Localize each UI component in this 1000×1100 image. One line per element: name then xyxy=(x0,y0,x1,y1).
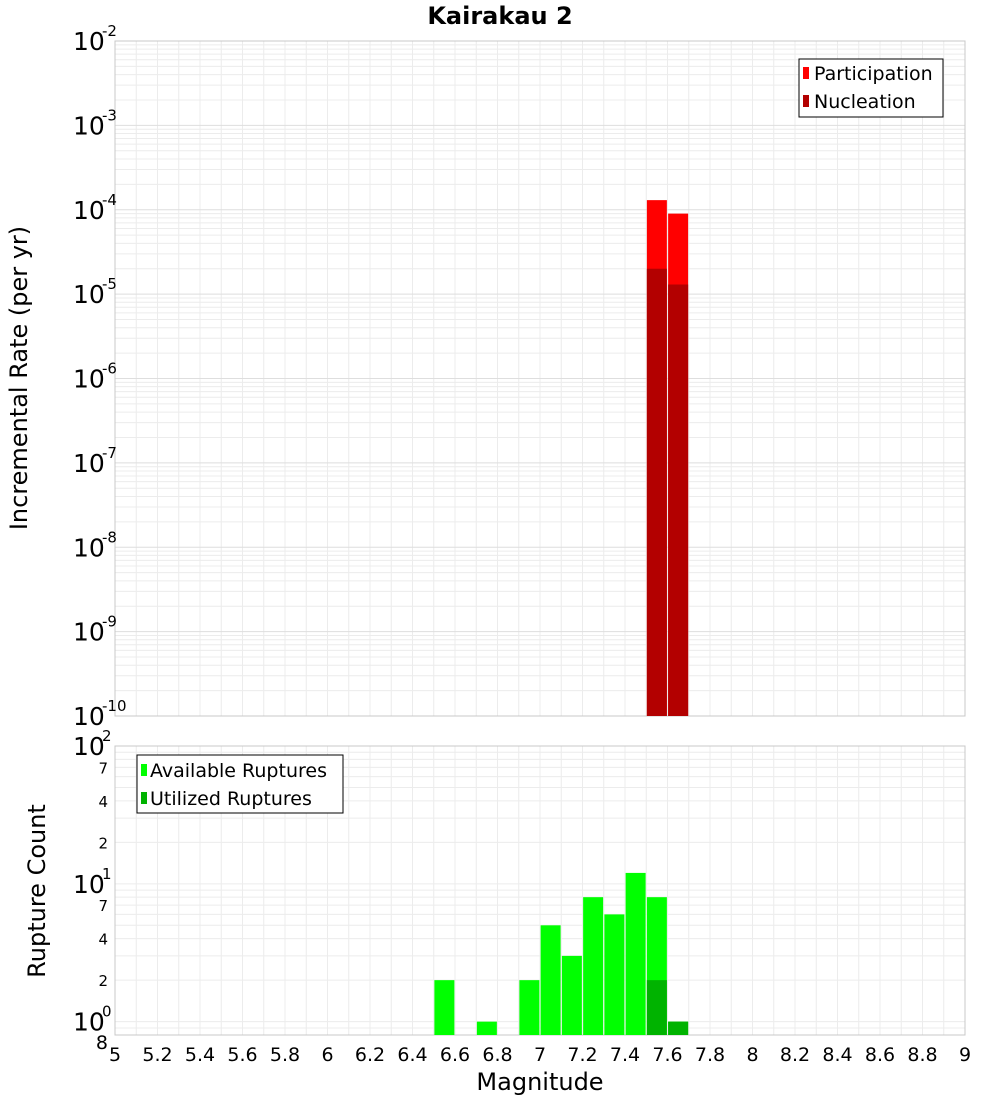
x-tick-12: 7.4 xyxy=(610,1044,640,1066)
bar-available-4 xyxy=(561,955,582,1035)
x-tick-1: 5.2 xyxy=(142,1044,172,1066)
bottom-y-minor-tick-1: 2 xyxy=(98,972,108,990)
bar-available-5 xyxy=(583,897,604,1035)
legend-swatch-nucleation xyxy=(803,95,809,107)
bottom-legend: Available Ruptures Utilized Ruptures xyxy=(136,754,344,814)
bottom-y-major-tick-0: 100 xyxy=(73,1003,112,1037)
top-panel-bars xyxy=(646,200,689,717)
svg-text:10: 10 xyxy=(73,1008,105,1037)
legend-swatch-utilized xyxy=(141,792,147,804)
x-tick-5: 6 xyxy=(321,1044,333,1066)
legend-label-nucleation: Nucleation xyxy=(814,91,916,113)
bottom-y-minor-tick-0: 8 xyxy=(96,1032,108,1054)
top-y-tick-5: 10-5 xyxy=(73,275,117,309)
chart-title: Kairakau 2 xyxy=(427,2,572,30)
x-tick-10: 7 xyxy=(534,1044,546,1066)
svg-text:10: 10 xyxy=(73,870,105,899)
x-tick-13: 7.6 xyxy=(652,1044,682,1066)
legend-swatch-available xyxy=(141,764,147,776)
x-tick-labels: 5 5.2 5.4 5.6 5.8 6 6.2 6.4 6.6 6.8 7 7.2 7.4 7.6 7.8 8… xyxy=(109,1044,971,1066)
bar-available-0 xyxy=(434,980,455,1035)
svg-text:2: 2 xyxy=(102,727,112,745)
x-tick-3: 5.6 xyxy=(227,1044,257,1066)
x-tick-7: 6.4 xyxy=(397,1044,427,1066)
svg-text:10: 10 xyxy=(73,533,105,562)
x-tick-4: 5.8 xyxy=(270,1044,300,1066)
legend-swatch-participation xyxy=(803,67,809,79)
top-panel-grid xyxy=(114,41,966,717)
svg-text:-4: -4 xyxy=(102,191,117,209)
bottom-plot-area xyxy=(114,745,966,1036)
svg-text:10: 10 xyxy=(73,702,105,731)
x-tick-9: 6.8 xyxy=(482,1044,512,1066)
svg-text:-7: -7 xyxy=(102,444,117,462)
bar-available-2 xyxy=(519,980,540,1035)
top-y-tick-8: 10-2 xyxy=(73,22,117,56)
svg-text:10: 10 xyxy=(73,280,105,309)
legend-label-utilized: Utilized Ruptures xyxy=(150,788,312,810)
svg-text:-3: -3 xyxy=(102,106,117,124)
svg-text:-9: -9 xyxy=(102,613,117,631)
top-y-tick-0: 10-10 xyxy=(73,697,127,731)
x-tick-8: 6.6 xyxy=(440,1044,470,1066)
svg-text:10: 10 xyxy=(73,27,105,56)
bar-available-3 xyxy=(540,925,561,1035)
bottom-panel-bars xyxy=(434,872,689,1035)
svg-text:-2: -2 xyxy=(102,22,117,40)
top-y-axis-label: Incremental Rate (per yr) xyxy=(5,226,33,530)
x-tick-19: 8.8 xyxy=(907,1044,937,1066)
svg-text:-6: -6 xyxy=(102,360,117,378)
svg-text:-5: -5 xyxy=(102,275,117,293)
x-tick-2: 5.4 xyxy=(185,1044,215,1066)
top-y-tick-1: 10-9 xyxy=(73,613,117,647)
bottom-y-major-tick-2: 102 xyxy=(73,727,112,761)
top-legend: Participation Nucleation xyxy=(798,58,944,118)
bar-nucleation-1 xyxy=(668,284,689,716)
svg-text:10: 10 xyxy=(73,196,105,225)
x-tick-0: 5 xyxy=(109,1044,121,1066)
bar-available-7 xyxy=(625,872,646,1035)
bottom-y-minor-tick-6: 7 xyxy=(98,759,108,777)
bar-utilized-0 xyxy=(646,980,667,1035)
bar-utilized-1 xyxy=(668,1021,689,1035)
x-tick-6: 6.2 xyxy=(355,1044,385,1066)
svg-text:0: 0 xyxy=(102,1003,112,1021)
top-y-tick-4: 10-6 xyxy=(73,360,117,394)
top-y-tick-2: 10-8 xyxy=(73,528,117,562)
bottom-y-minor-tick-2: 4 xyxy=(98,931,108,949)
svg-text:10: 10 xyxy=(73,365,105,394)
svg-text:10: 10 xyxy=(73,111,105,140)
svg-text:-8: -8 xyxy=(102,528,117,546)
x-tick-18: 8.6 xyxy=(865,1044,895,1066)
bottom-y-minor-tick-4: 2 xyxy=(98,834,108,852)
bottom-y-major-tick-1: 101 xyxy=(73,865,112,899)
bottom-y-axis-label: Rupture Count xyxy=(23,804,51,978)
x-tick-15: 8 xyxy=(746,1044,758,1066)
top-y-tick-3: 10-7 xyxy=(73,444,117,478)
svg-text:10: 10 xyxy=(73,732,105,761)
bar-available-1 xyxy=(476,1021,497,1035)
x-tick-17: 8.4 xyxy=(822,1044,852,1066)
svg-text:1: 1 xyxy=(102,865,112,883)
x-tick-14: 7.8 xyxy=(695,1044,725,1066)
x-tick-16: 8.2 xyxy=(780,1044,810,1066)
top-y-tick-6: 10-4 xyxy=(73,191,117,225)
bar-available-6 xyxy=(604,914,625,1035)
bar-nucleation-0 xyxy=(646,268,667,716)
svg-text:-10: -10 xyxy=(102,697,127,715)
x-tick-20: 9 xyxy=(959,1044,971,1066)
top-plot-area xyxy=(114,40,966,717)
legend-label-participation: Participation xyxy=(814,63,933,85)
top-y-tick-7: 10-3 xyxy=(73,106,117,140)
svg-text:10: 10 xyxy=(73,618,105,647)
svg-text:10: 10 xyxy=(73,449,105,478)
legend-label-available: Available Ruptures xyxy=(150,760,327,782)
bottom-y-minor-tick-3: 7 xyxy=(98,897,108,915)
x-tick-11: 7.2 xyxy=(567,1044,597,1066)
x-axis-label: Magnitude xyxy=(476,1068,603,1096)
bottom-y-minor-tick-5: 4 xyxy=(98,793,108,811)
